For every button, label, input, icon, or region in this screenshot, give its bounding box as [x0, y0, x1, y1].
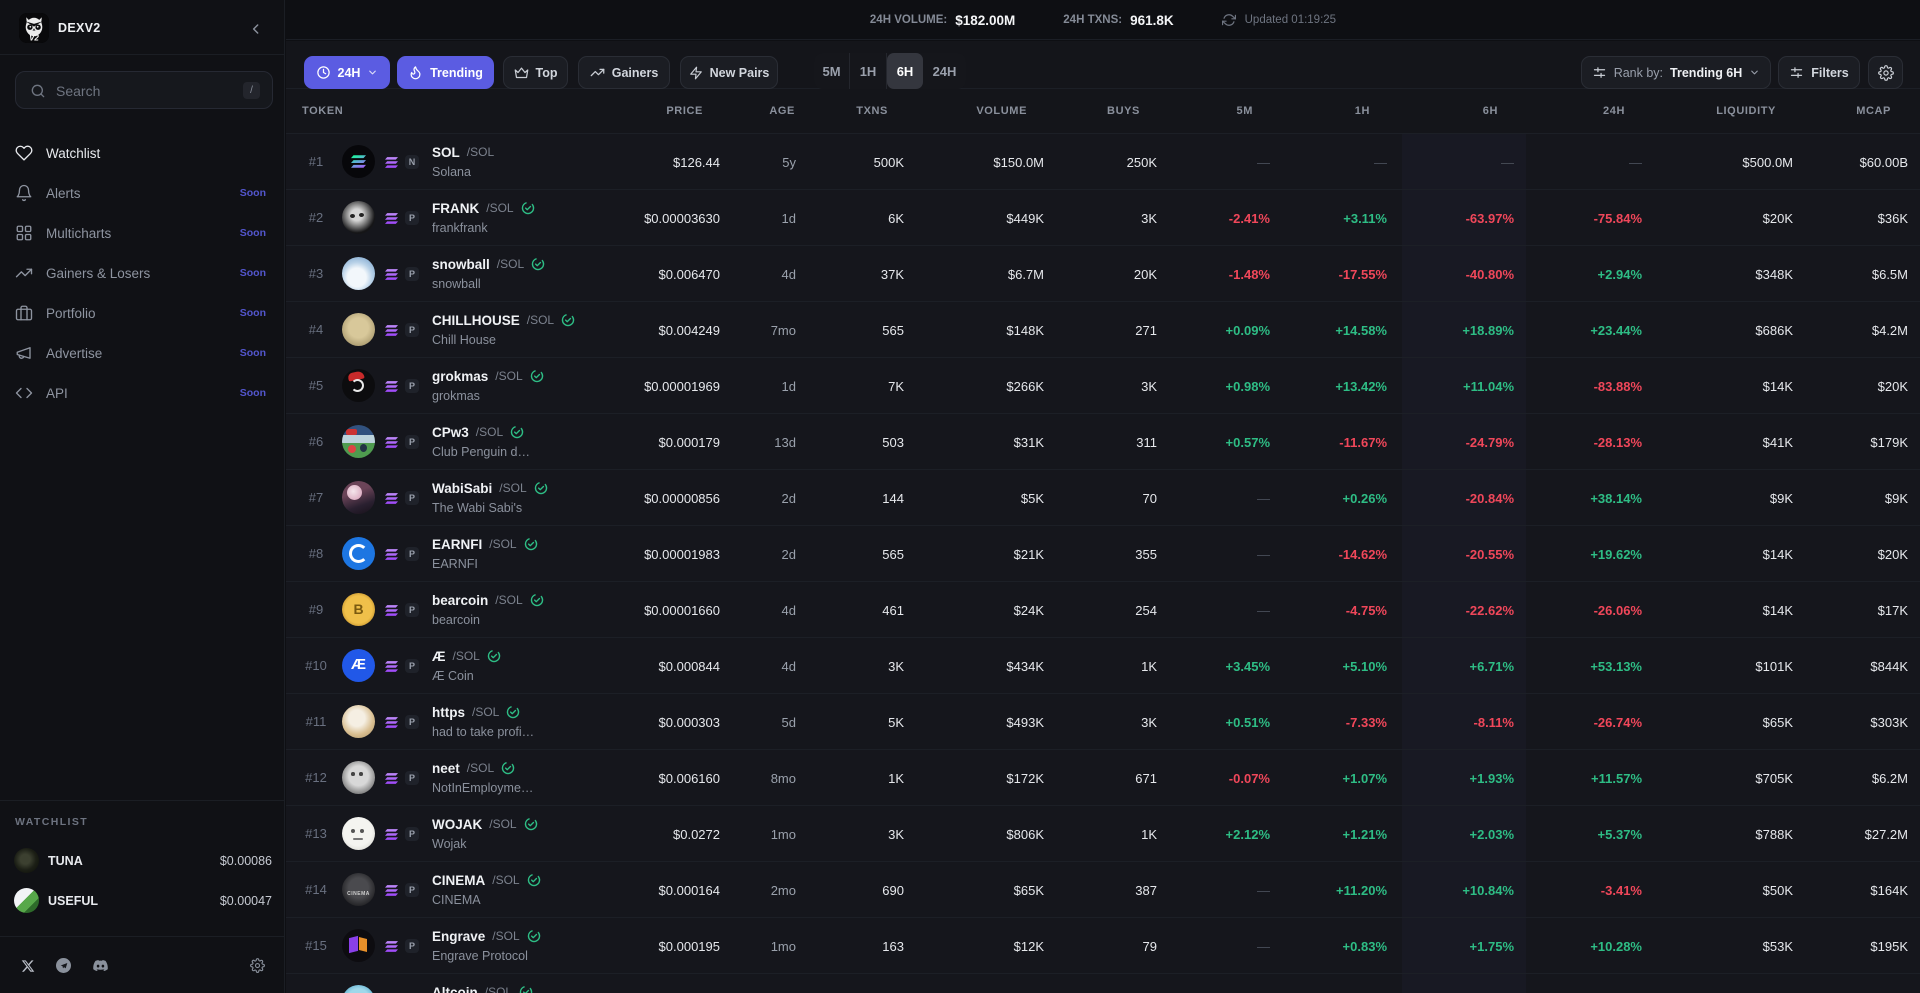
svg-text:V2: V2: [29, 34, 39, 43]
